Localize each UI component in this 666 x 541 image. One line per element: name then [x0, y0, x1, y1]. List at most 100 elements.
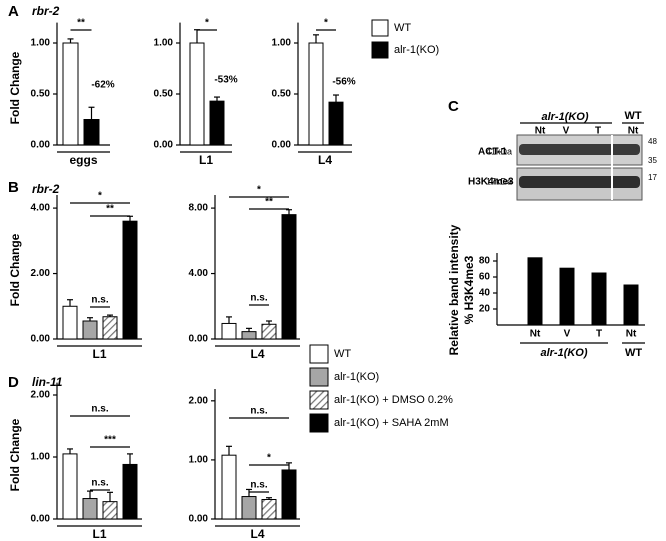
x-axis-label: eggs	[69, 153, 97, 167]
x-axis-label: L1	[92, 347, 106, 361]
legend-swatch	[309, 367, 329, 387]
y-tick-label: 0.50	[31, 89, 51, 100]
bar	[62, 305, 78, 340]
blot-group-label: alr-1(KO)	[541, 111, 588, 123]
y-axis-label: Fold Change	[8, 418, 22, 491]
annotation: -62%	[91, 80, 114, 91]
bar	[281, 214, 297, 340]
bar	[221, 454, 237, 520]
legend-swatch	[371, 41, 389, 59]
bar	[189, 42, 205, 146]
blot-row-size: 41kDa	[486, 146, 512, 156]
annotation: -53%	[214, 75, 237, 86]
legend-label: alr-1(KO)	[394, 44, 439, 56]
chart-title: rbr-2	[32, 4, 60, 18]
significance-label: *	[98, 191, 102, 202]
significance-label: n.s.	[250, 293, 267, 304]
significance-label: **	[106, 204, 114, 215]
legend-swatch	[371, 19, 389, 37]
marker-label: 35	[648, 156, 657, 165]
significance-label: *	[205, 18, 209, 29]
bar	[62, 453, 78, 520]
significance-label: *	[257, 185, 261, 196]
y-tick-label: 0.00	[272, 140, 292, 151]
lane-label: Nt	[628, 126, 639, 137]
bar	[122, 463, 138, 520]
legend-label: WT	[334, 348, 351, 360]
annotation: -56%	[332, 77, 355, 88]
lane-label: T	[595, 126, 601, 137]
lane-label: Nt	[535, 126, 546, 137]
y-tick-label: 1.00	[189, 455, 209, 466]
group-label: WT	[625, 347, 642, 359]
bar	[591, 272, 607, 326]
y-tick-label: 2.00	[31, 268, 51, 279]
y-tick-label: 1.00	[154, 38, 174, 49]
y-tick-label: 0.50	[272, 89, 292, 100]
y-tick-label: 0.00	[189, 334, 209, 345]
significance-label: n.s.	[91, 478, 108, 489]
x-axis-label: L4	[250, 347, 264, 361]
bar	[241, 496, 257, 520]
y-tick-label: 20	[479, 304, 491, 315]
significance-label: *	[324, 18, 328, 29]
y-tick-label: 2.00	[189, 395, 209, 406]
bar	[241, 331, 257, 340]
chart-title: lin-11	[32, 375, 63, 389]
y-tick-label: 0.50	[154, 89, 174, 100]
bar	[328, 101, 344, 146]
x-axis-label: L4	[318, 153, 332, 167]
y-tick-label: 4.00	[31, 203, 51, 214]
y-axis-label: Fold Change	[8, 233, 22, 306]
y-tick-label: 40	[479, 288, 491, 299]
x-axis-label: L1	[92, 527, 106, 541]
y-tick-label: 1.00	[272, 38, 292, 49]
x-tick-label: Nt	[530, 329, 541, 340]
y-tick-label: 1.00	[31, 452, 51, 463]
bar	[221, 322, 237, 340]
marker-label: 48	[648, 137, 657, 146]
legend-label: alr-1(KO)	[334, 371, 379, 383]
panel-letter: C	[448, 98, 459, 115]
panel-letter: B	[8, 179, 19, 196]
significance-label: n.s.	[91, 404, 108, 415]
y-axis-label: % H3K4me3	[462, 255, 476, 324]
legend-swatch	[309, 413, 329, 433]
x-axis-label: L4	[250, 527, 264, 541]
x-tick-label: Nt	[626, 329, 637, 340]
blot-row-label: H3K4me3	[468, 177, 514, 188]
legend-label: alr-1(KO) + DMSO 0.2%	[334, 394, 453, 406]
bar	[82, 320, 98, 340]
y-tick-label: 0.00	[189, 514, 209, 525]
significance-label: **	[265, 197, 273, 208]
y-tick-label: 0.00	[31, 334, 51, 345]
legend-label: alr-1(KO) + SAHA 2mM	[334, 417, 449, 429]
y-tick-label: 0.00	[154, 140, 174, 151]
legend-swatch	[309, 390, 329, 410]
panel-letter: D	[8, 374, 19, 391]
legend-label: WT	[394, 22, 411, 34]
bar	[83, 119, 100, 146]
bar	[527, 257, 543, 326]
bar	[281, 469, 297, 520]
x-axis-label: L1	[199, 153, 213, 167]
legend-swatch	[309, 344, 329, 364]
panel-letter: A	[8, 3, 19, 20]
chart-title: rbr-2	[32, 182, 60, 196]
significance-label: ***	[104, 435, 116, 446]
western-blot: alr-1(KO) WT Nt V T Nt ACT-1 41kDa H3K4m…	[468, 110, 657, 201]
bar	[62, 42, 79, 146]
blot-group-label: WT	[624, 110, 641, 122]
x-tick-label: T	[596, 329, 602, 340]
group-label: alr-1(KO)	[540, 347, 587, 359]
y-tick-label: 60	[479, 272, 491, 283]
bar	[261, 499, 277, 520]
x-tick-label: V	[564, 329, 571, 340]
bar	[82, 498, 98, 520]
significance-label: n.s.	[250, 406, 267, 417]
y-tick-label: 2.00	[31, 390, 51, 401]
significance-label: **	[77, 18, 85, 29]
bar	[122, 220, 138, 340]
blot-band	[519, 176, 640, 188]
